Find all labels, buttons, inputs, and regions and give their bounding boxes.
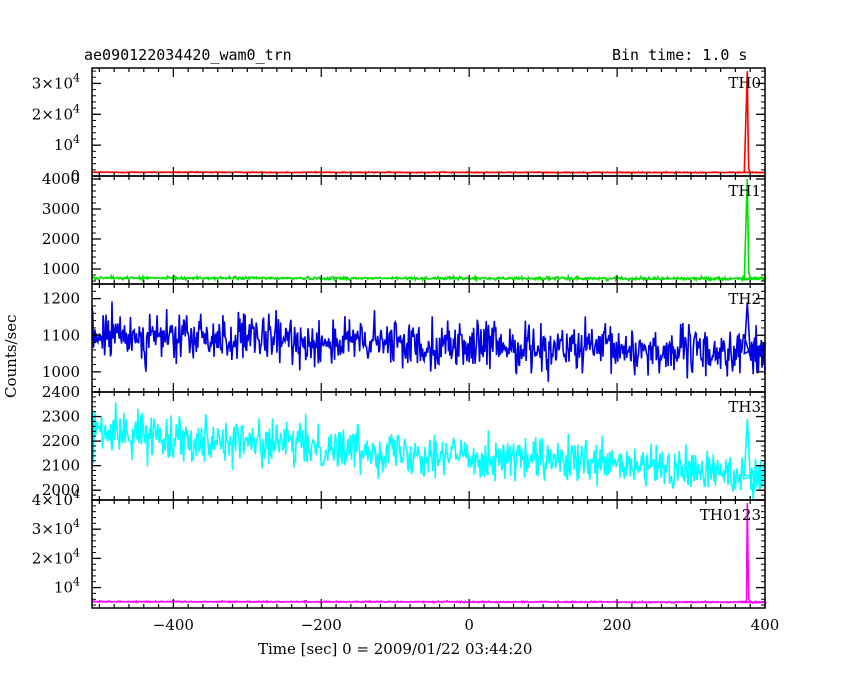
panel-label-th0123: TH0123 [700, 506, 761, 524]
y-tick-label: 2100 [42, 457, 80, 475]
y-tick-label: 1000 [42, 260, 80, 278]
x-tick-label: −200 [301, 616, 342, 634]
panel-frame [91, 499, 766, 609]
series-th1 [91, 178, 767, 283]
panel-label-th3: TH3 [728, 398, 761, 416]
panel-th0 [91, 67, 766, 177]
series-th2 [91, 301, 766, 382]
y-tick-label: 4000 [42, 170, 80, 188]
panel-th2 [91, 283, 766, 393]
y-tick-label: 3×104 [32, 71, 80, 92]
y-axis-label: Counts/sec [2, 314, 20, 398]
y-tick-label: 2300 [42, 408, 80, 426]
x-tick-label: 200 [603, 616, 632, 634]
series-th3 [91, 402, 766, 501]
y-tick-label: 0 [70, 167, 80, 185]
x-tick-label: 0 [464, 616, 474, 634]
x-axis-label: Time [sec] 0 = 2009/01/22 03:44:20 [258, 640, 533, 658]
y-tick-label: 1100 [42, 326, 80, 344]
y-tick-label: 2000 [42, 230, 80, 248]
y-tick-label: 4×104 [32, 488, 80, 509]
plot-title: ae090122034420_wam0_trn [84, 46, 292, 64]
series-th0 [91, 71, 766, 175]
panel-th0123 [91, 499, 768, 609]
y-tick-label: 2×104 [32, 102, 80, 123]
y-tick-label: 2200 [42, 432, 80, 450]
y-tick-label: 104 [54, 576, 80, 597]
panel-th3 [91, 391, 766, 501]
panel-frame [91, 175, 766, 285]
y-tick-label: 2400 [42, 383, 80, 401]
panel-label-th1: TH1 [728, 182, 761, 200]
panel-th1 [91, 175, 767, 285]
y-tick-label: 1000 [42, 363, 80, 381]
x-tick-label: 400 [751, 616, 780, 634]
x-tick-label: −400 [153, 616, 194, 634]
y-tick-label: 104 [54, 133, 80, 154]
panel-frame [91, 67, 766, 177]
y-tick-label: 1200 [42, 290, 80, 308]
panel-label-th2: TH2 [728, 290, 761, 308]
y-tick-label: 3×104 [32, 517, 80, 538]
y-tick-label: 2000 [42, 481, 80, 499]
y-tick-label: 2×104 [32, 546, 80, 567]
panel-label-th0: TH0 [728, 74, 761, 92]
series-th0123 [91, 502, 768, 605]
y-tick-label: 3000 [42, 200, 80, 218]
panel-frame [91, 283, 766, 393]
bin-time-label: Bin time: 1.0 s [612, 46, 748, 64]
